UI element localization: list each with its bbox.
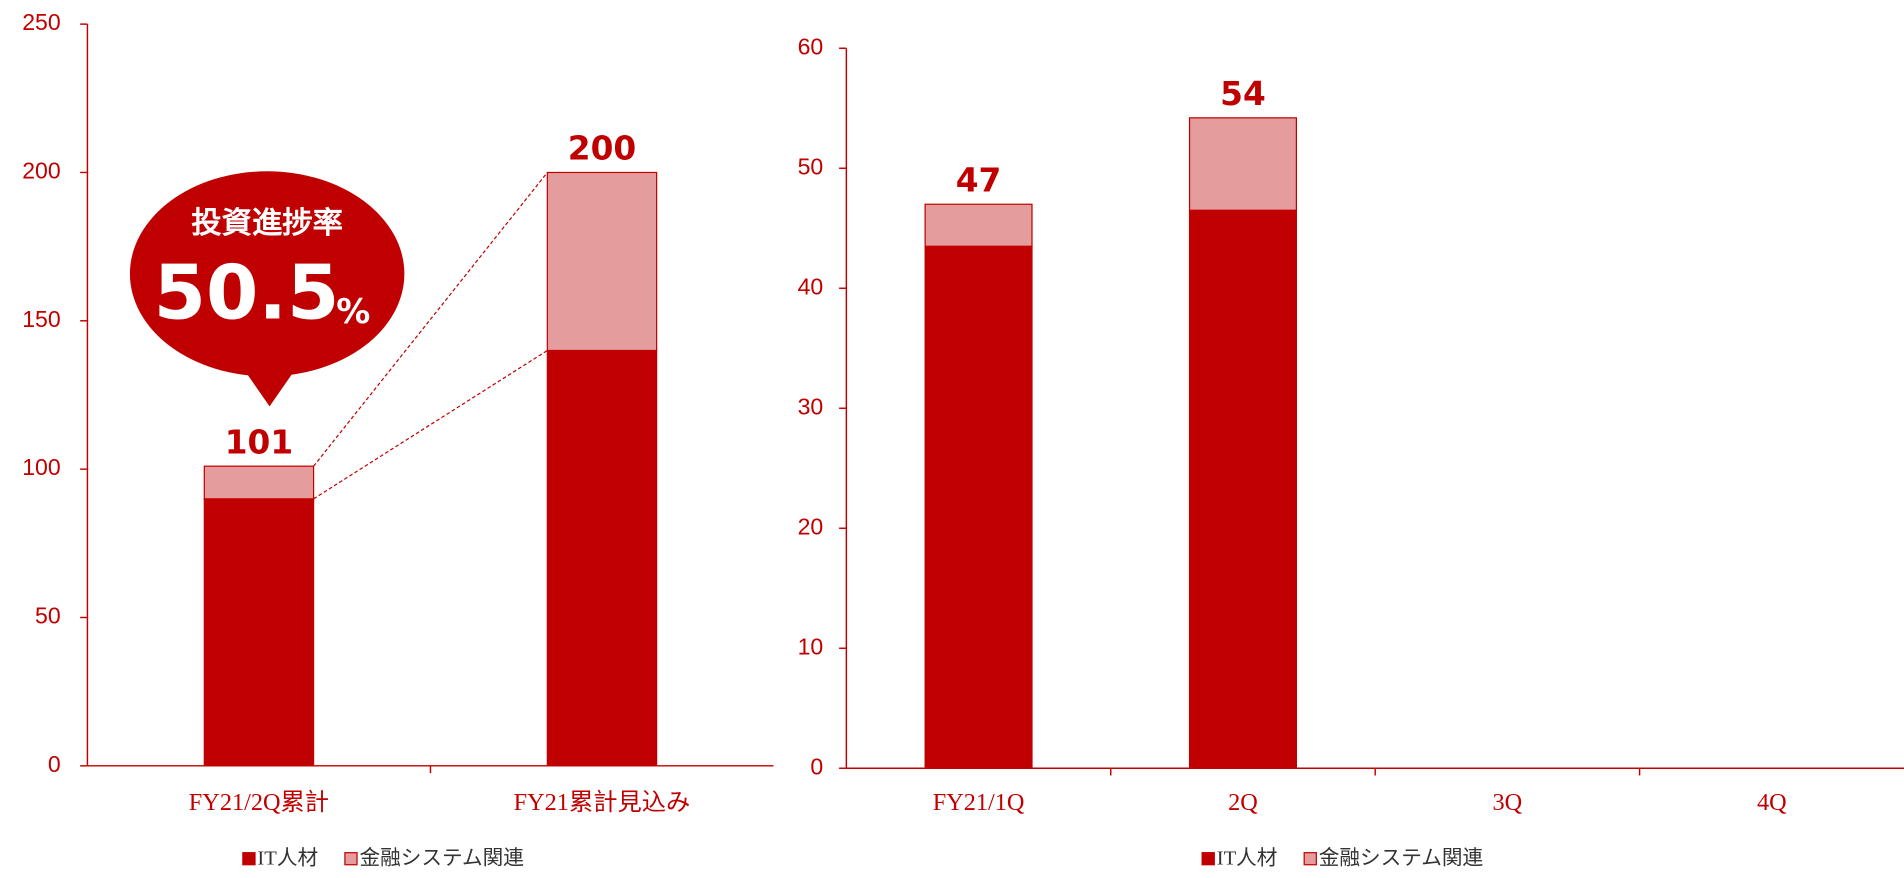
total-label: 47 [956, 162, 1002, 200]
bar-segment [1188, 117, 1298, 211]
bar-segment [546, 171, 658, 352]
y-tick-label: 0 [810, 753, 823, 779]
y-tick-label: 20 [798, 513, 824, 539]
legend-swatch [242, 852, 256, 866]
y-tick-label: 50 [798, 153, 824, 179]
legend-label: IT人材 [257, 847, 318, 870]
x-tick-label: FY21/1Q [933, 789, 1025, 816]
legend-swatch [344, 852, 358, 866]
y-tick-label: 200 [22, 158, 60, 184]
x-tick-label: 4Q [1757, 789, 1787, 816]
y-tick-label: 250 [22, 9, 60, 35]
callout-value: 50.5 [154, 249, 340, 337]
bar-segment [924, 203, 1033, 247]
legend-swatch [1303, 852, 1317, 866]
legend-label: 金融システム関連 [359, 847, 524, 870]
legend-label: IT人材 [1217, 847, 1278, 870]
total-label: 54 [1220, 75, 1266, 113]
bar-segment [546, 349, 658, 767]
y-tick-label: 40 [798, 273, 824, 299]
callout-pointer [242, 367, 297, 407]
callout: 投資進捗率 50.5 % [129, 171, 405, 407]
x-tick-label: 2Q [1228, 789, 1258, 816]
callout-bubble [129, 171, 405, 377]
total-label: 200 [568, 130, 636, 168]
y-tick-label: 60 [798, 33, 824, 59]
legend-label: 金融システム関連 [1319, 847, 1484, 870]
bar-segment [924, 245, 1033, 769]
bar-segment [203, 465, 315, 500]
y-tick-label: 100 [22, 454, 60, 480]
legend-swatch [1201, 852, 1215, 866]
y-tick-label: 0 [48, 751, 61, 777]
bar-segment [1188, 209, 1298, 769]
x-tick-label: 3Q [1493, 789, 1523, 816]
y-tick-label: 30 [798, 393, 824, 419]
total-label: 101 [225, 424, 293, 462]
y-tick-label: 10 [798, 633, 824, 659]
connector [313, 172, 548, 467]
connector [313, 349, 548, 500]
x-tick-label: FY21/2Q累計 [189, 789, 329, 816]
x-tick-label: FY21累計見込み [514, 789, 691, 816]
bar-segment [203, 498, 315, 767]
callout-title: 投資進捗率 [191, 206, 343, 241]
y-tick-label: 50 [35, 603, 61, 629]
y-tick-label: 150 [22, 306, 60, 332]
callout-unit: % [336, 292, 370, 331]
